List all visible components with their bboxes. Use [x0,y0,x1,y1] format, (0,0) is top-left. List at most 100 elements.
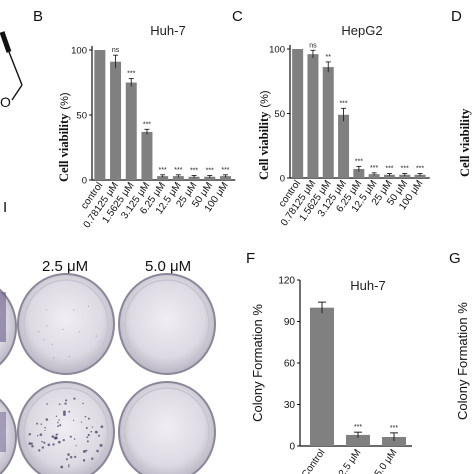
colony-dot [60,465,64,469]
significance-label: *** [385,165,393,172]
colony-dot [80,421,83,423]
colony-dot [43,441,46,444]
bar [353,168,365,178]
bar [414,174,426,178]
panel-d-ylabel: Cell viability [458,108,472,177]
colony-dot [91,457,94,460]
bar [110,61,122,181]
bar [188,176,200,180]
colony-dot [85,426,88,429]
colony-dot [36,435,39,437]
bar [125,82,137,180]
dish-2-5-top [17,273,115,375]
y-tick-label: 100 [71,46,87,57]
bar [219,176,231,180]
colony-dot [75,445,77,447]
colony-dot [53,357,55,359]
colony-dot [68,465,70,468]
bar [338,114,350,178]
colony-dot [57,425,60,428]
colony-dot [68,464,70,466]
chart-title: Huh-7 [150,23,185,38]
colony-dot [54,436,58,440]
colony-dot [59,424,62,427]
panel-letter-b: B [33,8,44,25]
colony-dot [69,435,72,438]
dish-5-0-top [118,273,216,375]
bar [157,176,169,180]
colony-dot [72,419,75,421]
colony-dot [30,442,33,445]
colony-dot [62,439,65,442]
colony-dot [47,443,51,447]
colony-dot [55,415,58,417]
colony-dot [44,426,46,429]
y-tick-label: 50 [274,109,285,120]
significance-label: *** [355,158,363,165]
bond [8,51,23,86]
colony-dot [74,455,77,458]
panel-letter-i: I [3,199,8,216]
panel-letter-d: D [451,8,462,25]
colony-dot [58,403,61,406]
y-tick-label: 90 [284,317,296,328]
bar [310,307,334,446]
colony-dot [46,325,48,327]
bar [322,67,334,178]
colony-dot [97,450,99,453]
colony-dot [82,402,84,405]
colony-dot [68,410,71,413]
dish-5-0-bottom [118,381,216,474]
bar [94,50,106,180]
bar [307,54,319,178]
significance-label: *** [127,71,135,78]
colony-dot [40,423,43,425]
chart-title: HepG2 [341,23,382,38]
significance-label: *** [159,167,167,174]
colony-dot [43,339,45,341]
colony-dot [82,459,86,462]
colony-dot [99,443,103,447]
colony-dot [58,419,60,421]
colony-dot [69,456,73,459]
colony-dot [38,331,40,333]
colony-dot [28,433,32,436]
colony-dot [45,418,49,421]
colony-label-2-5: 2.5 μM [42,258,89,275]
colony-dot [90,430,93,433]
colony-dot [39,433,43,437]
bond [11,84,23,101]
bar [383,174,395,178]
colony-dot [95,335,97,337]
colony-dot [51,343,53,345]
colony-dot [62,412,66,416]
oxygen-atom-label: O [0,94,11,110]
significance-label: *** [354,424,362,431]
panel-letter-f: F [246,250,256,267]
significance-label: ns [112,47,120,54]
chart-title: Huh-7 [350,278,385,293]
y-tick-label: 0 [280,174,285,185]
significance-label: *** [174,167,182,174]
chart-colony-formation: Huh-7 Colony Formation % 0 30 60 90 120 Control… [250,276,412,474]
significance-label: *** [143,121,151,128]
y-tick-label: 0 [289,442,295,453]
colony-dot [68,355,71,358]
significance-label: ** [326,54,332,61]
significance-label: *** [339,100,347,107]
colony-dot [100,425,104,429]
colony-dot [64,402,67,405]
colony-dot [96,431,98,433]
colony-dot [87,417,90,420]
colony-dot [73,397,76,400]
colony-dot [84,415,87,418]
colony-dish-images [0,273,216,474]
significance-label: *** [190,167,198,174]
panel-g-ylabel: Colony Formation % [455,302,470,420]
colony-dot [86,440,89,443]
category-label: 5.0 μM [373,447,400,474]
wedge-bond [0,31,12,53]
colony-dot [38,449,41,452]
